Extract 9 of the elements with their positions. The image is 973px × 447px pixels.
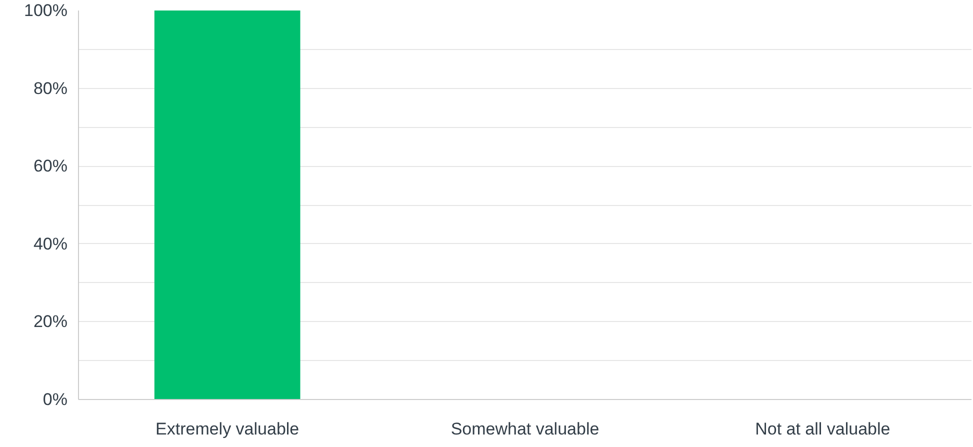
x-tick-label: Not at all valuable (755, 420, 890, 438)
y-tick-label: 80% (33, 78, 68, 98)
x-tick-label: Somewhat valuable (450, 420, 600, 438)
x-tick-label: Extremely valuable (156, 420, 300, 438)
y-tick-label: 40% (33, 234, 68, 254)
y-tick-label: 100% (24, 1, 68, 20)
y-tick-label: 20% (33, 312, 68, 332)
y-tick-label: 0% (42, 390, 68, 409)
y-tick-label: 60% (33, 156, 68, 176)
